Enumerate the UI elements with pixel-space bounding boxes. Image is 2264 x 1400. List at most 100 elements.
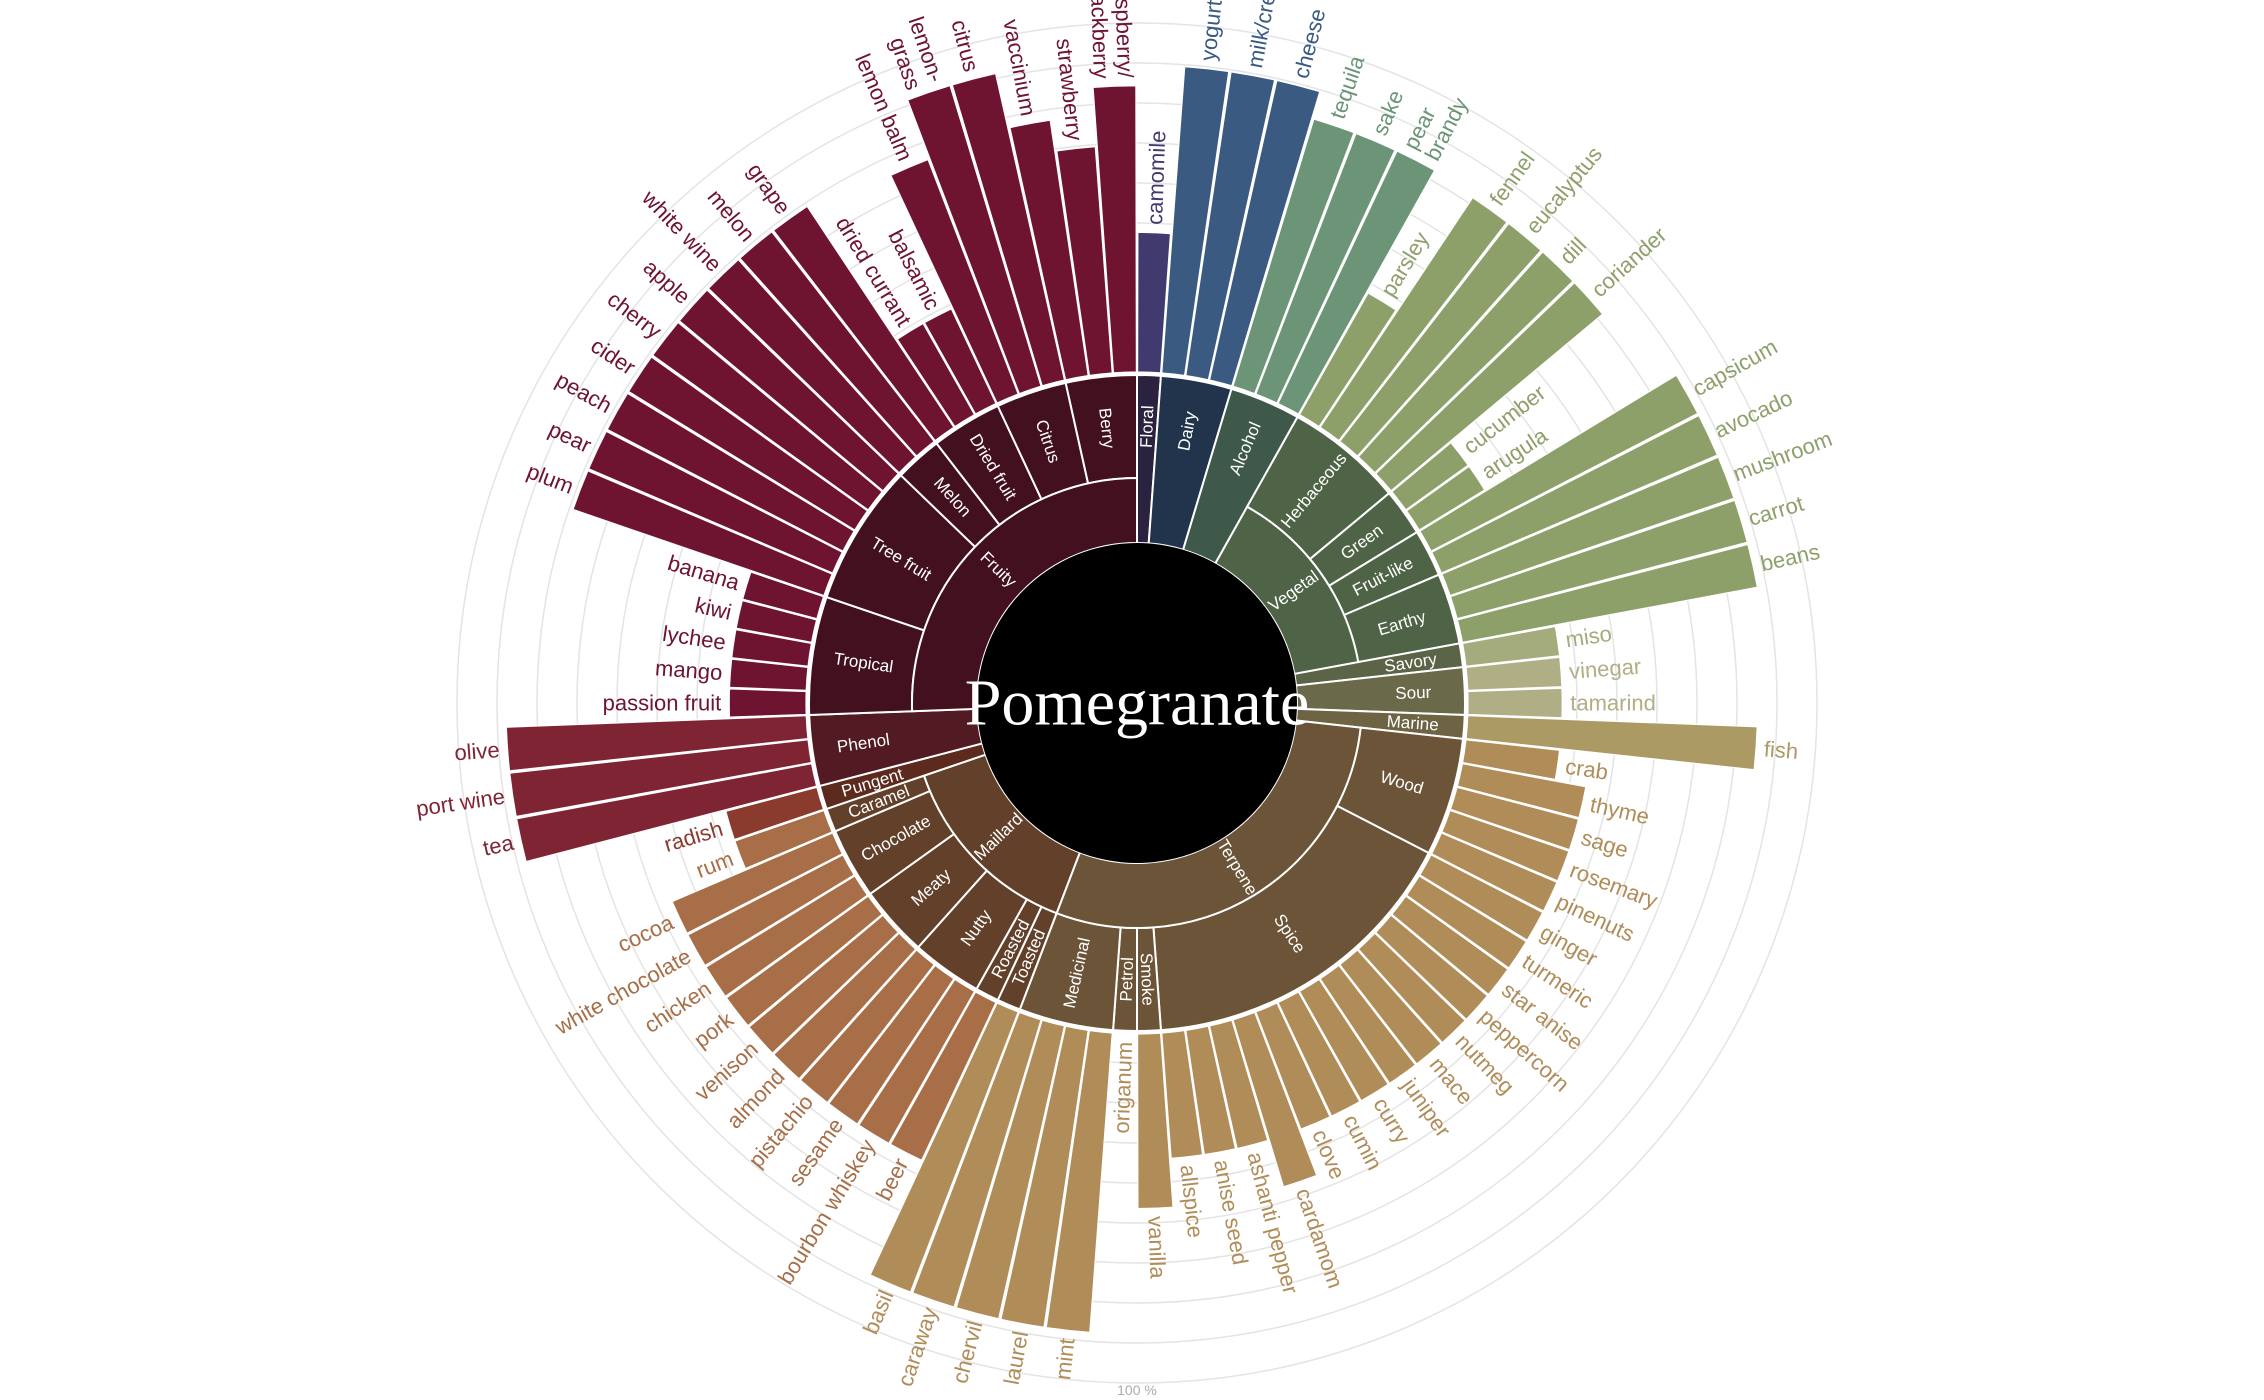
bar-miso <box>1461 625 1561 667</box>
bar-yogurt <box>1161 66 1230 377</box>
leaf-label-chervil: chervil <box>947 1318 987 1386</box>
leaf-label-olive: olive <box>454 737 501 765</box>
bar-capsicum <box>1419 374 1699 552</box>
segment-label-petrol: Petrol <box>1117 957 1138 1002</box>
leaf-label-lemon-grass: lemon-grass <box>881 13 949 93</box>
leaf-label-raspberry-blackberry: raspberry/blackberry <box>1086 0 1139 80</box>
bar-pistachio <box>799 949 936 1104</box>
leaf-label-tequila: tequila <box>1325 52 1370 122</box>
bar-mango <box>728 658 809 691</box>
bar-plum <box>572 470 833 597</box>
leaf-label-yogurt: yogurt <box>1195 0 1227 62</box>
bar-fish <box>1465 715 1758 771</box>
bar-beer <box>889 991 997 1162</box>
leaf-label-melon: melon <box>703 185 761 247</box>
leaf-label-anise-seed: anise seed <box>1209 1158 1253 1267</box>
bar-parsley <box>1298 292 1397 428</box>
bar-melon <box>739 230 936 457</box>
bar-chervil <box>955 1019 1066 1320</box>
scale-rings <box>456 22 1818 1384</box>
bar-white-chocolate <box>687 854 855 967</box>
leaf-label-port-wine: port wine <box>415 784 507 822</box>
bar-origanum <box>1112 1032 1137 1036</box>
bar-cumin <box>1277 991 1361 1117</box>
bar-pinenuts <box>1430 832 1558 912</box>
center-disc <box>977 543 1297 863</box>
bar-ashanti-pepper <box>1208 1019 1269 1150</box>
bar-coriander <box>1374 281 1604 492</box>
scale-ring <box>496 62 1778 1344</box>
bar-grape <box>772 205 955 442</box>
scale-ring <box>576 142 1698 1264</box>
leaf-label-kiwi: kiwi <box>693 592 734 624</box>
bar-nutmeg <box>1357 932 1467 1044</box>
leaf-label-sage: sage <box>1578 825 1631 863</box>
leaf-label-line: blackberry <box>1086 0 1115 79</box>
leaf-label-laurel: laurel <box>999 1329 1033 1386</box>
segment-label-smoke: Smoke <box>1137 953 1158 1007</box>
segment-label-berry: Berry <box>1095 407 1118 450</box>
leaf-label-pork: pork <box>689 1006 739 1053</box>
bar-laurel <box>1000 1025 1089 1328</box>
bar-lemon-balm <box>890 158 1019 404</box>
leaf-label-fish: fish <box>1763 736 1799 763</box>
bar-basil <box>869 1002 1019 1293</box>
category-segments: Floral Dairy AlcoholHerbaceousGreenFruit-l… <box>808 373 1466 1033</box>
scale-ring <box>616 182 1658 1224</box>
segment-label-floral: Floral <box>1137 405 1158 448</box>
bar-lychee <box>731 628 813 667</box>
scale-ring <box>696 262 1578 1144</box>
bar-lemon-grass <box>906 84 1042 395</box>
leaf-label-camomile: camomile <box>1142 130 1170 225</box>
bar-cucumber <box>1390 441 1470 511</box>
bar-radish <box>725 786 825 841</box>
bar-cocoa <box>671 832 844 935</box>
bar-eucalyptus <box>1338 222 1542 457</box>
leaf-label-vinegar: vinegar <box>1568 654 1642 684</box>
bar-turmeric <box>1405 875 1528 969</box>
bar-beans <box>1456 543 1759 643</box>
leaf-label-eucalyptus: eucalyptus <box>1521 142 1608 239</box>
bar-clove <box>1255 1002 1331 1130</box>
leaf-label-miso: miso <box>1564 621 1614 652</box>
bar-thyme <box>1456 763 1587 819</box>
scale-ring <box>656 222 1618 1184</box>
bar-bourbon-whiskey <box>858 978 976 1145</box>
scale-ring <box>536 102 1738 1304</box>
bar-sake <box>1255 132 1396 404</box>
leaf-bars <box>505 66 1759 1334</box>
leaf-label-cider: cider <box>586 333 640 380</box>
leaf-label-fennel: fennel <box>1485 147 1540 210</box>
bar-cheese <box>1208 79 1321 387</box>
bar-peppercorn <box>1374 914 1489 1021</box>
bar-dill <box>1357 251 1574 474</box>
leaf-label-origanum: origanum <box>1109 1041 1137 1134</box>
bar-port-wine <box>509 739 813 818</box>
leaf-label-carrot: carrot <box>1745 491 1806 531</box>
leaf-label-dill: dill <box>1555 232 1592 269</box>
bar-caraway <box>911 1011 1042 1308</box>
bar-kiwi <box>735 599 818 643</box>
bar-peach <box>606 392 855 552</box>
bar-star-anise <box>1390 895 1509 996</box>
bar-rosemary <box>1441 809 1570 882</box>
bar-juniper <box>1319 964 1417 1085</box>
center-title: Pomegranate <box>965 667 1310 740</box>
bar-avocado <box>1430 414 1719 574</box>
bar-sesame <box>827 964 955 1125</box>
leaf-label-line: raspberry/ <box>1110 0 1139 79</box>
bar-tamarind <box>1467 687 1563 719</box>
bar-almond <box>772 932 917 1080</box>
bar-mushroom <box>1441 456 1735 597</box>
bar-allspice <box>1161 1029 1204 1160</box>
bar-rum <box>734 809 833 870</box>
leaf-label-cheese: cheese <box>1288 6 1330 81</box>
leaf-label-white-chocolate: white chocolate <box>550 943 695 1040</box>
leaf-label-plum: plum <box>524 458 577 498</box>
leaf-label-vaccinium: vaccinium <box>998 17 1040 118</box>
leaf-label-avocado: avocado <box>1710 385 1796 443</box>
bar-chicken <box>705 875 869 998</box>
leaf-label-thyme: thyme <box>1588 792 1652 829</box>
bar-tequila <box>1232 118 1355 395</box>
bar-dried-currant <box>896 322 976 428</box>
